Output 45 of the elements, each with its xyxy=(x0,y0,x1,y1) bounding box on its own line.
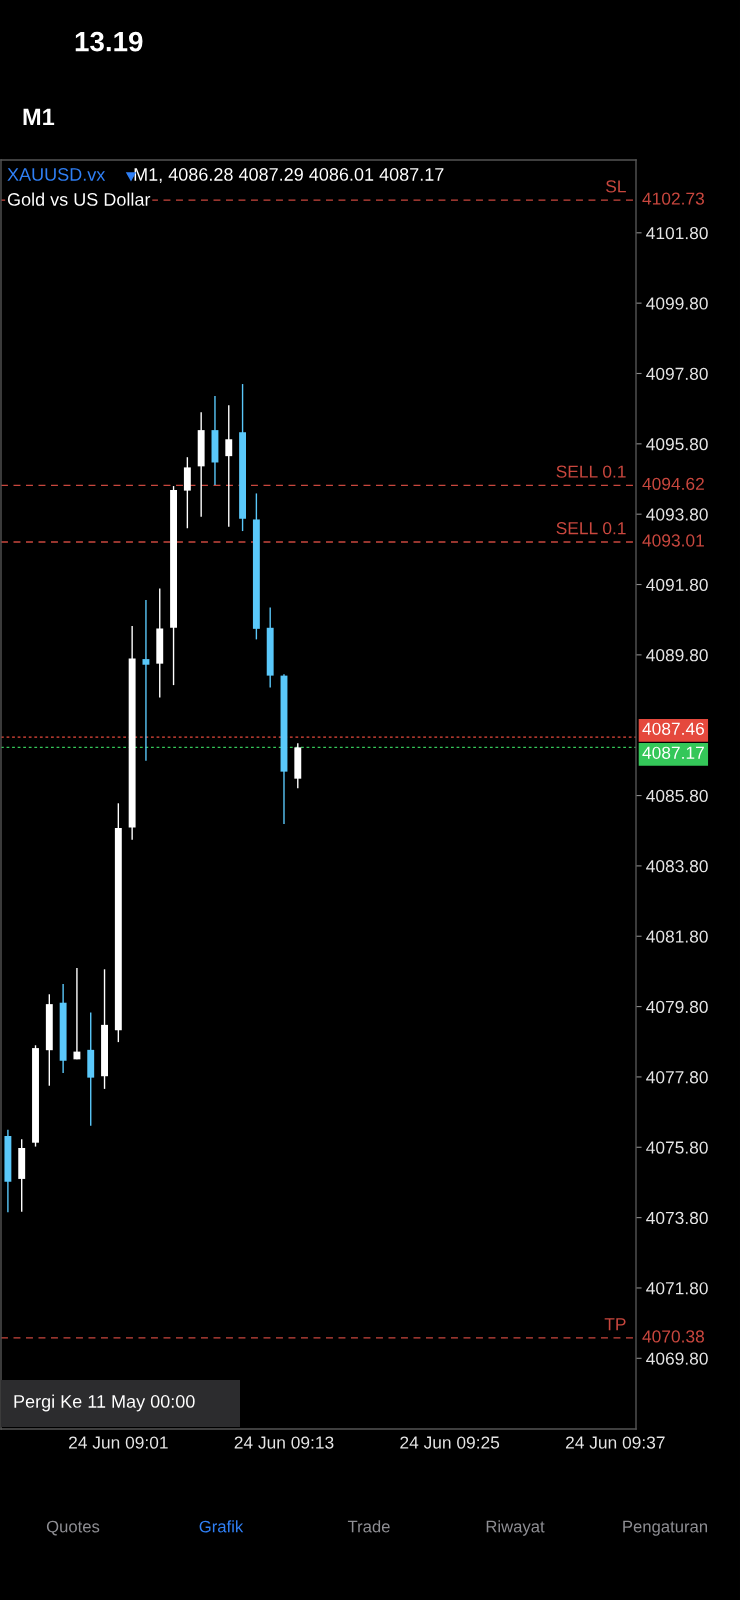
text: Grafik xyxy=(199,1520,244,1533)
text: Riwayat xyxy=(486,1520,545,1536)
y-tick-label: 4099.80 xyxy=(646,297,708,310)
text: Quotes xyxy=(46,1520,100,1536)
text: 4102.73 xyxy=(642,192,704,205)
y-tick-label: 4071.80 xyxy=(646,1282,708,1295)
text: 4093.01 xyxy=(642,534,704,547)
text: 4070.38 xyxy=(642,1330,704,1343)
candlestick xyxy=(225,404,233,528)
ref-line-label: SELL 0.1 xyxy=(556,465,626,478)
ref-line-label: SL xyxy=(606,180,626,193)
x-tick-label: 24 Jun 09:01 xyxy=(69,1436,168,1449)
candlestick xyxy=(183,456,191,529)
text: Gold vs US Dollar xyxy=(7,192,151,206)
y-tick-label: 4079.80 xyxy=(646,1000,708,1014)
text: 4087.46 xyxy=(642,722,704,735)
x-tick-label: 24 Jun 09:37 xyxy=(565,1436,665,1449)
y-tick-label: 4081.80 xyxy=(646,930,708,943)
y-tick-label: 4095.80 xyxy=(646,438,708,451)
y-tick-label: 4083.80 xyxy=(646,860,708,873)
y-tick-label: 4077.80 xyxy=(646,1071,708,1084)
annotation: M1, 4086.28 4087.29 4086.01 4087.17 xyxy=(134,168,444,183)
y-tick-label: 4101.80 xyxy=(646,226,708,240)
y-tick-label: 4085.80 xyxy=(646,789,708,803)
x-tick-label: 24 Jun 09:25 xyxy=(400,1436,500,1449)
y-tick-label: 4091.80 xyxy=(646,578,708,591)
y-tick-label: 4075.80 xyxy=(646,1141,708,1154)
y-tick-label: 4089.80 xyxy=(646,649,708,662)
y-tick-label: 4097.80 xyxy=(646,367,708,380)
text: 4087.17 xyxy=(642,746,704,759)
candlestick xyxy=(142,599,150,762)
text: 4094.62 xyxy=(642,477,704,490)
y-tick-label: 4069.80 xyxy=(646,1352,708,1365)
text: 13.19 xyxy=(75,31,143,52)
annotation: Pergi Ke 11 May 00:00 xyxy=(14,1394,195,1412)
y-tick-label: 4093.80 xyxy=(646,508,708,521)
text: Trade xyxy=(347,1520,390,1533)
text: Pengaturan xyxy=(623,1520,708,1536)
ref-line-label: TP xyxy=(604,1318,626,1331)
chart-title: XAUUSD.vx xyxy=(7,168,106,181)
ref-line-label: SELL 0.1 xyxy=(556,522,626,535)
text: M1 xyxy=(23,108,55,126)
y-tick-label: 4073.80 xyxy=(646,1211,708,1225)
x-tick-label: 24 Jun 09:13 xyxy=(234,1436,334,1449)
candlestick xyxy=(73,967,81,1061)
